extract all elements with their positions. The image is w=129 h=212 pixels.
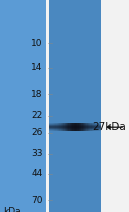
Bar — [49, 126, 101, 127]
Bar — [63, 123, 64, 131]
Text: 27kDa: 27kDa — [93, 122, 126, 132]
Bar — [49, 127, 101, 128]
Bar — [93, 123, 94, 131]
Bar — [86, 123, 88, 131]
Bar — [68, 123, 70, 131]
Bar — [67, 123, 68, 131]
Bar — [49, 123, 101, 124]
Bar — [58, 123, 59, 131]
Bar — [49, 123, 50, 131]
Bar — [50, 123, 52, 131]
Bar — [71, 123, 72, 131]
Bar — [52, 123, 53, 131]
Bar — [49, 125, 101, 126]
Bar — [88, 123, 89, 131]
Bar — [74, 123, 75, 131]
Bar — [99, 123, 101, 131]
Bar — [79, 123, 80, 131]
Bar — [72, 123, 74, 131]
Bar — [49, 124, 101, 125]
Bar — [90, 123, 92, 131]
Text: 70: 70 — [31, 196, 43, 205]
Bar — [85, 123, 86, 131]
Text: 18: 18 — [31, 90, 43, 99]
Bar — [80, 123, 81, 131]
Text: 22: 22 — [31, 111, 43, 120]
Text: kDa: kDa — [3, 207, 20, 212]
Bar — [62, 123, 63, 131]
Bar — [76, 123, 77, 131]
Bar — [70, 123, 71, 131]
Bar — [55, 123, 57, 131]
Bar — [84, 123, 85, 131]
Bar — [49, 130, 101, 131]
Bar — [92, 123, 93, 131]
Bar — [66, 123, 67, 131]
Bar — [64, 123, 66, 131]
Bar — [61, 123, 62, 131]
Bar — [54, 123, 55, 131]
Bar — [75, 123, 76, 131]
Text: 44: 44 — [31, 169, 43, 178]
Bar — [49, 0, 101, 212]
Bar — [81, 123, 83, 131]
Bar — [83, 123, 84, 131]
Bar — [95, 123, 97, 131]
Bar — [49, 129, 101, 130]
Bar — [53, 123, 54, 131]
Bar — [94, 123, 95, 131]
Bar — [57, 123, 58, 131]
Bar — [97, 123, 98, 131]
Bar — [89, 123, 90, 131]
Text: 14: 14 — [31, 63, 43, 72]
Bar — [59, 123, 61, 131]
Text: 10: 10 — [31, 39, 43, 48]
Bar — [49, 128, 101, 129]
Bar — [77, 123, 79, 131]
Bar — [46, 0, 129, 212]
Bar — [98, 123, 99, 131]
Text: 26: 26 — [31, 128, 43, 137]
Text: 33: 33 — [31, 149, 43, 158]
